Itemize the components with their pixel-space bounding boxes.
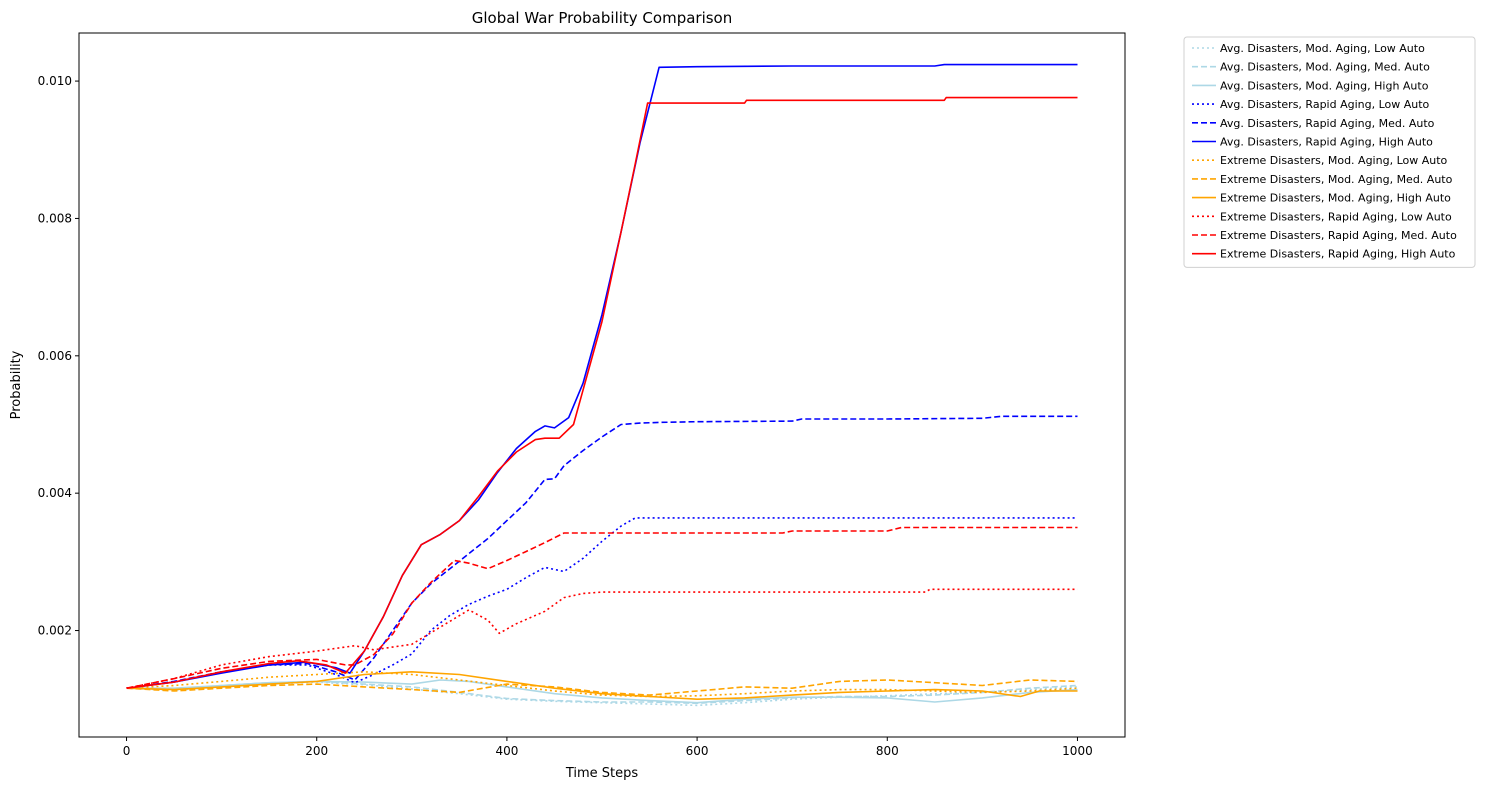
legend-entry-label: Avg. Disasters, Rapid Aging, Med. Auto bbox=[1220, 117, 1435, 130]
legend-entry-label: Extreme Disasters, Mod. Aging, Med. Auto bbox=[1220, 173, 1453, 186]
x-tick-label: 200 bbox=[305, 744, 328, 758]
y-tick-label: 0.006 bbox=[38, 349, 72, 363]
series-line-12 bbox=[126, 96, 1078, 689]
x-tick-label: 800 bbox=[876, 744, 899, 758]
legend-entry-label: Extreme Disasters, Rapid Aging, Med. Aut… bbox=[1220, 229, 1457, 242]
chart-title: Global War Probability Comparison bbox=[472, 9, 733, 27]
plot-frame bbox=[78, 32, 1126, 738]
legend-entry-label: Avg. Disasters, Mod. Aging, Med. Auto bbox=[1220, 61, 1430, 74]
legend-entry-label: Avg. Disasters, Mod. Aging, Low Auto bbox=[1220, 42, 1425, 55]
series-line-10 bbox=[126, 588, 1078, 689]
series-line-9 bbox=[126, 671, 1078, 700]
x-tick-label: 600 bbox=[686, 744, 709, 758]
series-layer bbox=[126, 63, 1078, 707]
series-line-1 bbox=[126, 681, 1078, 707]
legend-entry-label: Extreme Disasters, Mod. Aging, Low Auto bbox=[1220, 154, 1448, 167]
legend-entry-label: Extreme Disasters, Rapid Aging, Low Auto bbox=[1220, 210, 1452, 223]
series-line-6 bbox=[126, 63, 1078, 689]
y-axis: 0.002 0.004 0.006 0.008 0.010 bbox=[38, 74, 79, 638]
series-line-11 bbox=[126, 526, 1078, 689]
legend-entry-label: Avg. Disasters, Mod. Aging, High Auto bbox=[1220, 79, 1429, 92]
x-axis: 0 200 400 600 800 1000 bbox=[123, 737, 1093, 758]
y-tick-label: 0.002 bbox=[38, 624, 72, 638]
y-tick-label: 0.010 bbox=[38, 74, 72, 88]
legend-entry-label: Avg. Disasters, Rapid Aging, Low Auto bbox=[1220, 98, 1430, 111]
x-axis-label: Time Steps bbox=[565, 766, 639, 781]
legend: Avg. Disasters, Mod. Aging, Low Auto Avg.… bbox=[1183, 36, 1476, 268]
y-tick-label: 0.008 bbox=[38, 211, 72, 225]
y-axis-label: Probability bbox=[9, 350, 24, 419]
series-line-8 bbox=[126, 679, 1078, 696]
x-tick-label: 1000 bbox=[1062, 744, 1093, 758]
legend-entry-label: Extreme Disasters, Rapid Aging, High Aut… bbox=[1220, 248, 1456, 261]
y-tick-label: 0.004 bbox=[38, 486, 72, 500]
legend-entry-label: Extreme Disasters, Mod. Aging, High Auto bbox=[1220, 192, 1451, 205]
x-tick-label: 400 bbox=[495, 744, 518, 758]
x-tick-label: 0 bbox=[123, 744, 131, 758]
legend-box bbox=[1183, 36, 1476, 268]
legend-entry-label: Avg. Disasters, Rapid Aging, High Auto bbox=[1220, 136, 1433, 149]
series-line-5 bbox=[126, 415, 1078, 689]
